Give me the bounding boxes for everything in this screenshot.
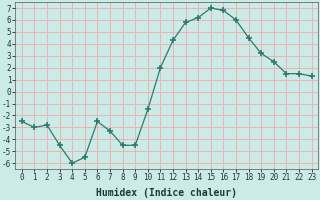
X-axis label: Humidex (Indice chaleur): Humidex (Indice chaleur) [96,188,237,198]
